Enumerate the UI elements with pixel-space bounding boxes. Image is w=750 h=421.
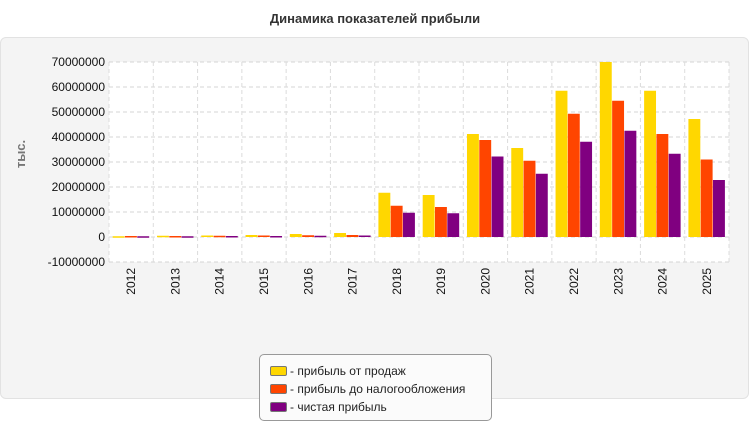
chart-title: Динамика показателей прибыли bbox=[269, 11, 481, 26]
bar bbox=[523, 160, 536, 237]
bar bbox=[656, 134, 669, 237]
y-tick-label: 50000000 bbox=[52, 105, 106, 119]
bar bbox=[713, 180, 725, 237]
bar bbox=[479, 140, 492, 237]
x-tick-label: 2025 bbox=[700, 268, 714, 295]
x-tick-label: 2020 bbox=[478, 268, 492, 295]
legend-label: - прибыль от продаж bbox=[290, 364, 406, 378]
x-tick-label: 2019 bbox=[434, 268, 448, 295]
bar bbox=[390, 205, 403, 237]
bar bbox=[201, 235, 214, 237]
x-tick-label: 2024 bbox=[656, 268, 670, 295]
bar bbox=[346, 235, 359, 237]
bar bbox=[137, 236, 150, 238]
bar bbox=[334, 233, 347, 237]
y-tick-label: 30000000 bbox=[52, 155, 106, 169]
bar bbox=[181, 236, 194, 238]
chart-legend: - прибыль от продаж - прибыль до налогоо… bbox=[259, 354, 492, 421]
bar bbox=[169, 236, 182, 238]
bar bbox=[624, 130, 637, 237]
bar bbox=[612, 100, 625, 237]
y-tick-label: 40000000 bbox=[52, 130, 106, 144]
bar bbox=[225, 236, 238, 238]
y-tick-label: -10000000 bbox=[48, 255, 106, 269]
x-tick-label: 2016 bbox=[301, 268, 315, 295]
x-tick-label: 2014 bbox=[213, 268, 227, 295]
x-tick-label: 2018 bbox=[390, 268, 404, 295]
bar bbox=[112, 236, 125, 238]
bar bbox=[289, 234, 302, 237]
bar bbox=[580, 141, 593, 237]
bar bbox=[511, 148, 524, 237]
legend-swatch bbox=[270, 384, 287, 394]
bar bbox=[358, 235, 371, 237]
y-tick-label: 60000000 bbox=[52, 80, 106, 94]
bar bbox=[314, 235, 327, 238]
bar bbox=[213, 235, 226, 238]
chart-plot: -10000000 0 10000000 20000000 30000000 400000… bbox=[13, 55, 730, 295]
bar bbox=[257, 235, 270, 237]
legend-swatch bbox=[270, 366, 287, 376]
legend-label: - прибыль до налогообложения bbox=[290, 382, 466, 396]
bar bbox=[599, 62, 612, 237]
y-tick-label: 70000000 bbox=[52, 55, 106, 69]
x-tick-label: 2017 bbox=[346, 268, 360, 295]
bar bbox=[688, 119, 701, 237]
bar bbox=[447, 213, 460, 237]
legend-label: - чистая прибыль bbox=[290, 400, 387, 414]
y-tick-label: 10000000 bbox=[52, 205, 106, 219]
bar bbox=[491, 156, 504, 237]
bar bbox=[245, 235, 258, 237]
bar bbox=[378, 192, 391, 237]
x-tick-label: 2023 bbox=[611, 268, 625, 295]
y-tick-label: 0 bbox=[98, 230, 105, 244]
bar bbox=[644, 90, 657, 237]
bar bbox=[403, 212, 415, 237]
bar bbox=[466, 134, 479, 237]
bar bbox=[700, 159, 713, 237]
bar bbox=[555, 90, 568, 237]
legend-swatch bbox=[270, 402, 287, 412]
bar bbox=[156, 235, 169, 238]
bar bbox=[567, 113, 580, 237]
x-tick-label: 2015 bbox=[257, 268, 271, 295]
bar bbox=[434, 207, 447, 237]
bar bbox=[535, 173, 548, 237]
bar bbox=[124, 236, 137, 238]
y-tick-label: 20000000 bbox=[52, 180, 106, 194]
bar bbox=[422, 195, 435, 237]
chart-panel: -10000000 0 10000000 20000000 30000000 400000… bbox=[0, 37, 749, 421]
bar bbox=[668, 153, 681, 237]
x-tick-label: 2013 bbox=[168, 268, 182, 295]
x-tick-label: 2022 bbox=[567, 268, 581, 295]
x-tick-label: 2021 bbox=[523, 268, 537, 295]
x-tick-label: 2012 bbox=[124, 268, 138, 295]
bar bbox=[302, 235, 315, 237]
y-axis-label: тыс. bbox=[13, 140, 28, 168]
bar bbox=[270, 236, 283, 238]
